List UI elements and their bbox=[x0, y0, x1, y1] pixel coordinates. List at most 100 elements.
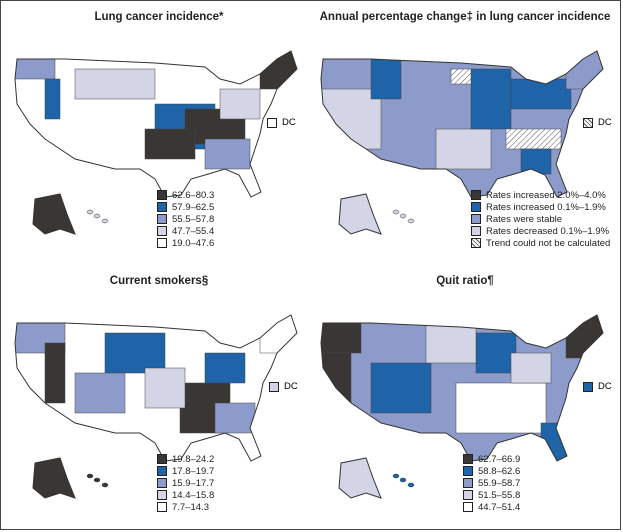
legend: Rates increased 2.0%–4.0% Rates increased… bbox=[471, 189, 610, 249]
hawaii bbox=[86, 473, 94, 479]
legend-item: 58.8–62.6 bbox=[463, 465, 520, 477]
us-choropleth-map bbox=[14, 314, 298, 499]
us-choropleth-map bbox=[320, 314, 604, 499]
alaska bbox=[338, 193, 382, 235]
dc-swatch bbox=[583, 117, 593, 128]
legend-label: 7.7–14.3 bbox=[172, 501, 209, 513]
legend: 62.6–80.3 57.9–62.5 55.5–57.8 47.7–55.4 19.0… bbox=[157, 189, 214, 249]
legend-label: 19.0–47.6 bbox=[172, 237, 215, 249]
legend-label: Trend could not be calculated bbox=[486, 237, 611, 249]
panel-title: Annual percentage change‡ in lung cancer… bbox=[319, 11, 611, 23]
hawaii bbox=[399, 477, 407, 483]
hawaii bbox=[407, 482, 415, 488]
dc-indicator: DC bbox=[583, 381, 612, 392]
dc-label: DC bbox=[598, 117, 612, 128]
legend-item: 44.7–51.4 bbox=[463, 501, 520, 513]
hawaii bbox=[93, 477, 101, 483]
state-region bbox=[144, 367, 186, 409]
panel-title: Lung cancer incidence* bbox=[94, 11, 224, 23]
dc-indicator: DC bbox=[269, 381, 298, 392]
legend-swatch bbox=[157, 238, 167, 248]
state-region bbox=[450, 68, 472, 85]
legend-label: 62.6–80.3 bbox=[172, 189, 215, 201]
legend-item: 62.7–66.9 bbox=[463, 453, 520, 465]
legend-label: 19.8–24.2 bbox=[172, 453, 215, 465]
map-panel-1: Lung cancer incidence* DC 62.6–80.3 57.9–62… bbox=[5, 3, 313, 265]
dc-label: DC bbox=[598, 381, 612, 392]
state-region bbox=[505, 128, 562, 150]
hawaii bbox=[407, 218, 415, 224]
hawaii bbox=[86, 209, 94, 215]
dc-swatch bbox=[269, 381, 279, 392]
state-region bbox=[475, 332, 517, 374]
map-panel-3: Current smokers§ DC 19.8–24.2 17.8–19.7 15.9… bbox=[5, 267, 313, 529]
legend-item: Rates increased 2.0%–4.0% bbox=[471, 189, 610, 201]
us-choropleth-map bbox=[14, 50, 298, 235]
state-region bbox=[214, 402, 256, 434]
state-region bbox=[104, 332, 166, 374]
state-region bbox=[74, 372, 126, 414]
legend-swatch bbox=[157, 502, 167, 512]
dc-label: DC bbox=[284, 381, 298, 392]
hawaii bbox=[399, 213, 407, 219]
state-region bbox=[219, 88, 261, 120]
legend-item: 55.5–57.8 bbox=[157, 213, 214, 225]
legend-item: 55.9–58.7 bbox=[463, 477, 520, 489]
legend-label: 57.9–62.5 bbox=[172, 201, 215, 213]
state-region bbox=[470, 68, 512, 130]
hawaii bbox=[392, 209, 400, 215]
map-panel-2: Annual percentage change‡ in lung cancer… bbox=[311, 3, 619, 265]
state-region bbox=[435, 128, 492, 170]
legend-label: 14.4–15.8 bbox=[172, 489, 215, 501]
legend-label: Rates were stable bbox=[486, 213, 563, 225]
legend-item: 7.7–14.3 bbox=[157, 501, 214, 513]
legend-swatch bbox=[471, 226, 481, 236]
legend-item: Rates increased 0.1%–1.9% bbox=[471, 201, 610, 213]
legend-swatch bbox=[463, 490, 473, 500]
panel-title: Current smokers§ bbox=[109, 275, 209, 287]
legend-swatch bbox=[471, 238, 481, 248]
hawaii bbox=[93, 213, 101, 219]
legend-item: 15.9–17.7 bbox=[157, 477, 214, 489]
legend-swatch bbox=[471, 190, 481, 200]
state-region bbox=[520, 148, 552, 175]
legend: 19.8–24.2 17.8–19.7 15.9–17.7 14.4–15.8 7.7–… bbox=[157, 453, 214, 513]
us-choropleth-map bbox=[320, 50, 604, 235]
state-region bbox=[510, 78, 572, 110]
legend-label: 47.7–55.4 bbox=[172, 225, 215, 237]
legend-item: 19.0–47.6 bbox=[157, 237, 214, 249]
legend-swatch bbox=[157, 202, 167, 212]
alaska bbox=[32, 193, 76, 235]
state-region bbox=[321, 352, 352, 414]
legend-label: 55.9–58.7 bbox=[478, 477, 521, 489]
us-outline bbox=[320, 50, 604, 198]
state-region bbox=[370, 58, 402, 100]
hawaii bbox=[101, 482, 109, 488]
legend-swatch bbox=[157, 478, 167, 488]
legend-item: 47.7–55.4 bbox=[157, 225, 214, 237]
state-region bbox=[425, 322, 477, 364]
state-region bbox=[204, 352, 246, 384]
state-region bbox=[44, 342, 66, 404]
legend-label: 15.9–17.7 bbox=[172, 477, 215, 489]
dc-label: DC bbox=[282, 117, 296, 128]
legend-label: 55.5–57.8 bbox=[172, 213, 215, 225]
legend-label: Rates increased 2.0%–4.0% bbox=[486, 189, 606, 201]
legend: 62.7–66.9 58.8–62.6 55.9–58.7 51.5–55.8 44.7… bbox=[463, 453, 520, 513]
hawaii bbox=[392, 473, 400, 479]
dc-swatch bbox=[267, 117, 277, 128]
legend-item: 57.9–62.5 bbox=[157, 201, 214, 213]
legend-swatch bbox=[463, 466, 473, 476]
legend-swatch bbox=[157, 190, 167, 200]
state-region bbox=[455, 382, 547, 434]
state-region bbox=[321, 315, 362, 354]
panel-title: Quit ratio¶ bbox=[436, 275, 494, 287]
legend-swatch bbox=[471, 214, 481, 224]
legend-item: 14.4–15.8 bbox=[157, 489, 214, 501]
legend-label: Rates increased 0.1%–1.9% bbox=[486, 201, 606, 213]
us-outline bbox=[14, 50, 298, 198]
state-region bbox=[510, 352, 552, 384]
legend-swatch bbox=[463, 478, 473, 488]
legend-swatch bbox=[157, 490, 167, 500]
